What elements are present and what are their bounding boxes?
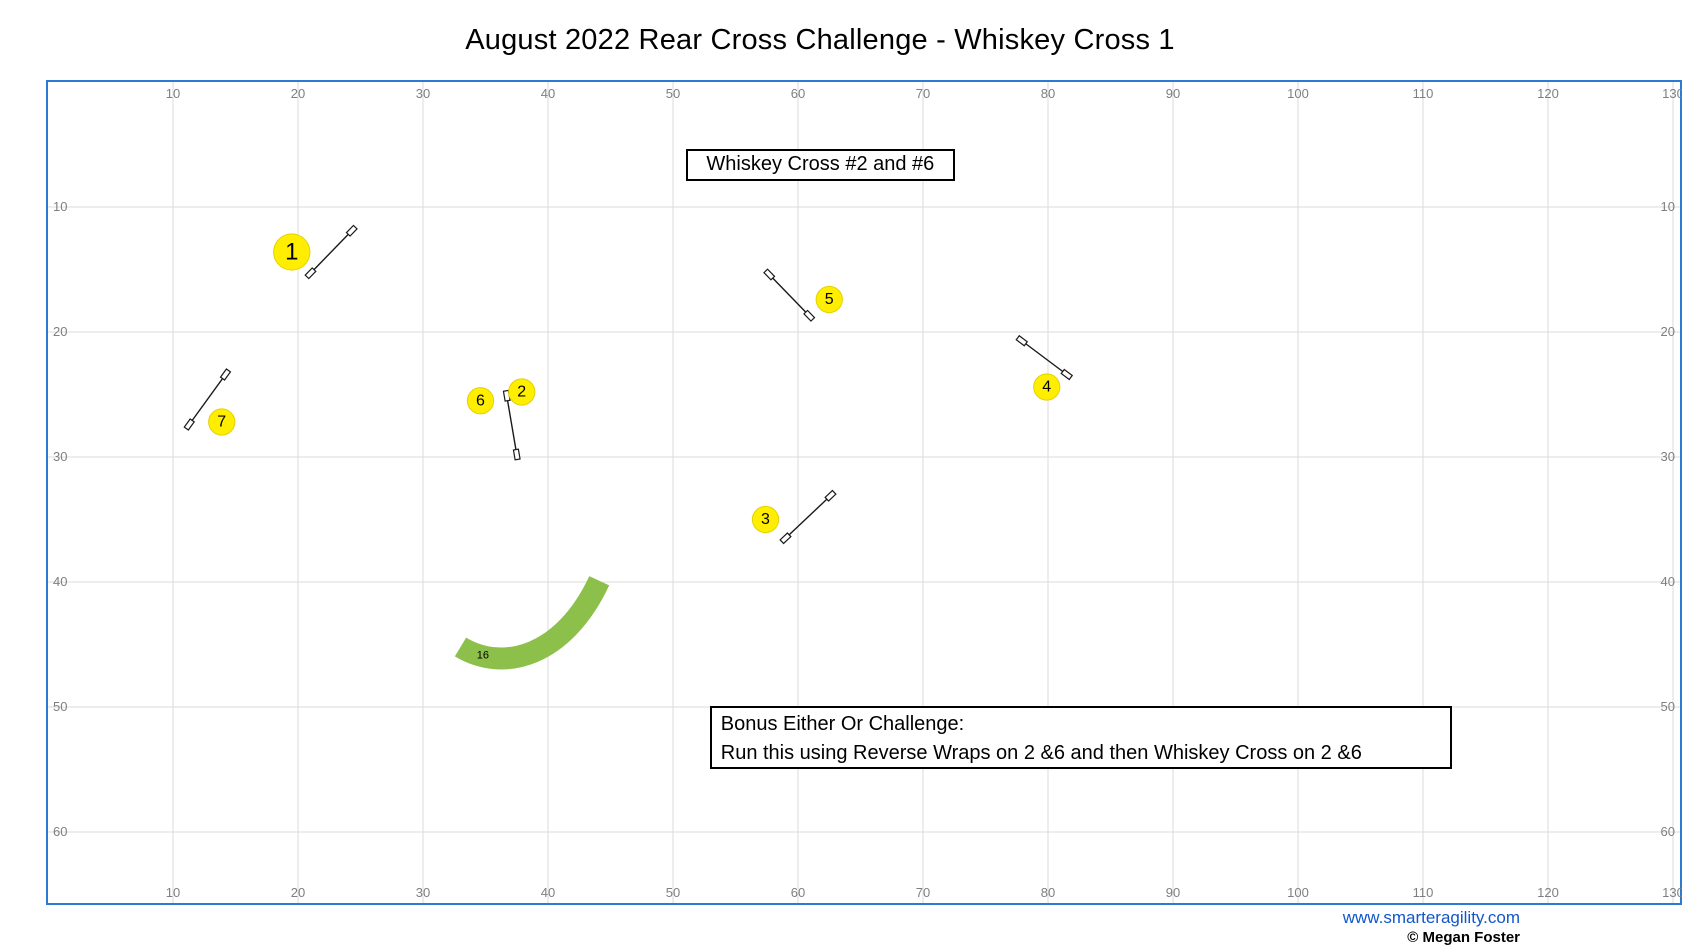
jump-wing-icon [219,368,232,381]
jump-1 [304,224,358,280]
x-axis-tick-bottom: 90 [1166,885,1180,900]
x-axis-tick-bottom: 110 [1413,885,1434,900]
tunnel [454,575,610,670]
footer: www.smarteragility.com © Megan Foster [1343,908,1520,946]
x-axis-tick-top: 40 [541,86,555,101]
x-axis-tick-bottom: 120 [1537,885,1559,900]
obstacle-number-5: 5 [815,285,843,314]
x-axis-tick-bottom: 70 [916,885,930,900]
course-map: 10 10 20 20 30 30 40 40 50 50 60 60 70 70 80 80 90 90 100 1… [46,80,1682,905]
x-axis-tick-bottom: 80 [1041,885,1055,900]
x-axis-tick-top: 120 [1537,86,1559,101]
svg-text:4: 4 [1042,379,1051,396]
x-axis-tick-top: 60 [791,86,805,101]
svg-text:2: 2 [517,384,526,401]
x-axis-tick-top: 20 [291,86,305,101]
plot-border [46,80,1682,905]
y-axis-tick-right: 20 [1661,324,1675,339]
obstacle-number-6: 6 [466,387,495,415]
y-axis-tick-right: 10 [1661,199,1675,214]
website-link[interactable]: www.smarteragility.com [1342,908,1520,927]
jump-wing-icon [763,268,776,281]
x-axis-tick-top: 10 [166,86,180,101]
tunnel-number-label: 16 [477,649,489,661]
svg-text:6: 6 [476,392,485,409]
x-axis-tick-bottom: 30 [416,885,430,900]
y-axis-tick-right: 30 [1661,449,1675,464]
jump-wing-icon [803,309,816,322]
x-axis-tick-bottom: 130 [1662,885,1682,900]
obstacle-number-3: 3 [751,505,780,534]
jump-wing-icon [1060,368,1074,381]
bonus-challenge-note: Bonus Either Or Challenge: Run this using… [709,706,1453,769]
y-axis-tick-left: 20 [53,324,67,339]
x-axis-tick-bottom: 10 [166,885,180,900]
svg-text:3: 3 [761,511,770,528]
jump-wing-icon [183,418,196,431]
x-axis-tick-top: 70 [916,86,930,101]
x-axis-tick-top: 30 [416,86,430,101]
obstacle-number-7: 7 [208,408,236,436]
x-axis-tick-top: 100 [1287,86,1309,101]
svg-text:7: 7 [217,414,226,431]
whiskey-cross-note: Whiskey Cross #2 and #6 [686,148,955,181]
y-axis-tick-right: 60 [1661,824,1675,839]
note-line: Whiskey Cross #2 and #6 [706,153,935,176]
y-axis-tick-left: 40 [53,574,67,589]
x-axis-tick-bottom: 100 [1287,885,1309,900]
y-axis-tick-left: 60 [53,824,67,839]
jump-4 [1015,334,1074,381]
jump-wing-icon [779,532,792,545]
obstacle-number-2: 2 [508,378,536,406]
jump-7 [183,368,232,431]
svg-text:5: 5 [825,291,834,308]
jump-wing-icon [345,224,358,237]
x-axis-tick-top: 80 [1041,86,1055,101]
note-line: Bonus Either Or Challenge: [720,713,965,736]
y-axis-tick-left: 10 [53,199,67,214]
jump-wing-icon [304,267,317,280]
note-line: Run this using Reverse Wraps on 2 &6 and… [720,742,1362,765]
y-axis-tick-left: 30 [53,449,67,464]
jump-5 [763,268,816,322]
x-axis-tick-bottom: 20 [291,885,305,900]
obstacle-number-4: 4 [1033,373,1061,401]
jump-wing-icon [512,448,521,461]
x-axis-tick-bottom: 60 [791,885,805,900]
obstacle-number-1: 1 [273,233,311,271]
x-axis-tick-bottom: 40 [541,885,555,900]
y-axis-tick-right: 40 [1661,574,1675,589]
x-axis-tick-top: 110 [1413,86,1434,101]
jump-wing-icon [1015,334,1029,347]
jump-3 [779,489,837,545]
x-axis-tick-bottom: 50 [666,885,680,900]
x-axis-tick-top: 130 [1662,86,1682,101]
course-plot: 10 10 20 20 30 30 40 40 50 50 60 60 70 70 80 80 90 90 100 1… [46,80,1682,905]
y-axis-tick-right: 50 [1661,699,1675,714]
copyright-text: © Megan Foster [1407,929,1520,946]
y-axis-tick-left: 50 [53,699,67,714]
svg-text:1: 1 [285,239,298,266]
x-axis-tick-top: 50 [666,86,680,101]
page-title: August 2022 Rear Cross Challenge - Whisk… [465,24,1175,56]
x-axis-tick-top: 90 [1166,86,1180,101]
jump-wing-icon [824,489,837,502]
